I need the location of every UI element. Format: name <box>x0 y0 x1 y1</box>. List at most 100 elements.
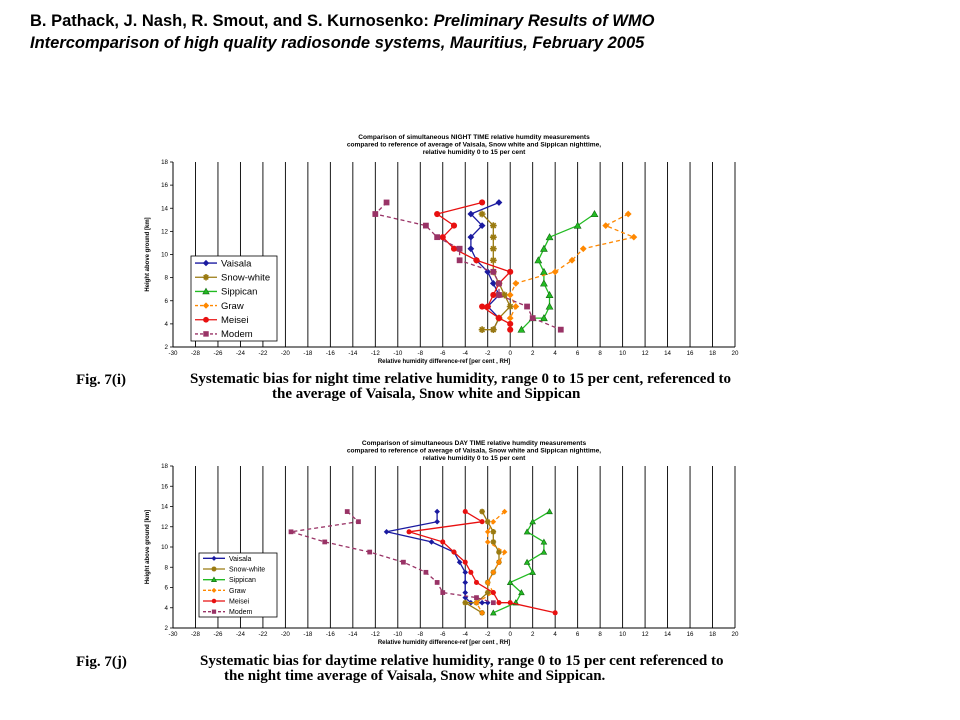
data-point <box>462 559 468 565</box>
x-tick-label: 20 <box>732 350 739 357</box>
data-point <box>546 508 553 515</box>
data-point <box>523 528 531 535</box>
data-point <box>489 233 497 241</box>
chart-svg: Comparison of simultaneous NIGHT TIME re… <box>145 134 739 365</box>
x-tick-label: 8 <box>598 350 602 357</box>
x-tick-label: 12 <box>642 350 649 357</box>
data-point <box>474 595 479 601</box>
data-point <box>490 518 497 525</box>
data-point <box>540 548 548 555</box>
data-point <box>467 245 475 253</box>
data-point <box>467 233 475 241</box>
x-tick-label: 16 <box>687 350 694 357</box>
data-point <box>490 268 497 275</box>
data-point <box>496 280 502 287</box>
night-time-chart: Comparison of simultaneous NIGHT TIME re… <box>0 124 960 369</box>
data-point <box>495 199 503 206</box>
separator: , <box>114 12 124 30</box>
data-point <box>423 222 429 229</box>
x-tick-label: -8 <box>418 350 424 357</box>
y-tick-label: 14 <box>161 205 168 212</box>
x-tick-label: 18 <box>709 631 716 638</box>
legend: Vaisala Snow-white Sippican Graw Meisei Modem <box>190 255 278 342</box>
figure-label: Fig. 7(j) <box>76 654 127 670</box>
x-tick-label: 6 <box>576 350 580 357</box>
x-tick-label: -20 <box>281 350 291 357</box>
data-point <box>484 539 491 545</box>
x-tick-label: -26 <box>213 350 223 357</box>
legend-marker <box>211 598 217 604</box>
data-point <box>344 509 350 514</box>
data-point <box>462 589 469 596</box>
x-tick-label: -6 <box>440 350 446 357</box>
legend-marker <box>211 566 217 572</box>
data-point <box>423 569 429 575</box>
x-tick-label: 4 <box>553 350 557 357</box>
legend-entry: Modem <box>229 609 253 616</box>
data-point <box>512 280 520 287</box>
x-tick-label: -20 <box>281 631 291 638</box>
caption-line: Systematic bias for daytime relative hum… <box>200 653 724 669</box>
x-tick-label: -2 <box>485 350 491 357</box>
x-tick-label: -10 <box>393 350 403 357</box>
figure-label: Fig. 7(i) <box>76 372 126 388</box>
data-point <box>439 234 446 241</box>
data-point <box>507 320 514 327</box>
data-point <box>484 589 491 596</box>
legend-entry: Snow-white <box>229 566 265 573</box>
caption-line: the average of Vaisala, Snow white and S… <box>272 386 581 402</box>
legend-entry: Sippican <box>229 577 256 584</box>
x-tick-label: -24 <box>236 631 246 638</box>
x-tick-label: -10 <box>393 631 403 638</box>
data-point <box>484 518 491 525</box>
data-point <box>440 590 446 595</box>
y-tick-label: 12 <box>161 524 168 531</box>
x-tick-label: 14 <box>664 631 671 638</box>
legend-marker <box>202 302 210 309</box>
data-point <box>489 245 497 253</box>
series-line <box>290 511 494 604</box>
y-tick-label: 10 <box>161 252 168 259</box>
data-point <box>428 539 435 545</box>
data-point <box>473 579 480 585</box>
data-point <box>501 291 508 299</box>
data-point <box>518 589 525 596</box>
legend-marker <box>202 259 210 267</box>
chart-title-line: relative humidity 0 to 15 per cent <box>423 149 526 156</box>
data-point <box>540 314 548 322</box>
legend-entry: Graw <box>229 588 247 595</box>
data-point <box>456 257 463 264</box>
y-tick-label: 18 <box>161 463 168 470</box>
legend-marker <box>211 555 217 561</box>
y-tick-label: 6 <box>165 585 169 592</box>
x-tick-label: -18 <box>303 350 313 357</box>
y-tick-label: 2 <box>165 344 169 351</box>
data-point <box>479 599 485 606</box>
data-point <box>478 222 486 229</box>
x-tick-label: -26 <box>213 631 223 638</box>
x-tick-label: 14 <box>664 350 671 357</box>
series-sippican <box>490 508 553 616</box>
series-modem <box>288 509 496 606</box>
x-tick-label: 6 <box>576 631 580 638</box>
data-point <box>356 519 361 525</box>
separator: , <box>182 12 192 30</box>
x-axis-label: Relative humidity difference-ref [per ce… <box>378 640 510 646</box>
data-point <box>624 210 632 218</box>
x-tick-label: 2 <box>531 631 535 638</box>
data-point <box>383 199 390 206</box>
data-point <box>506 579 514 585</box>
data-point <box>579 245 587 253</box>
data-point <box>490 529 497 535</box>
author-kurnosenko: S. Kurnosenko <box>306 12 424 30</box>
series-line <box>435 201 512 330</box>
data-point <box>451 549 457 555</box>
data-point <box>496 600 502 606</box>
data-point <box>496 292 502 298</box>
y-tick-label: 6 <box>165 298 169 305</box>
x-tick-label: -12 <box>371 631 381 638</box>
data-point <box>383 529 390 535</box>
data-point <box>545 302 554 310</box>
data-point <box>495 315 503 322</box>
data-point <box>479 508 485 515</box>
